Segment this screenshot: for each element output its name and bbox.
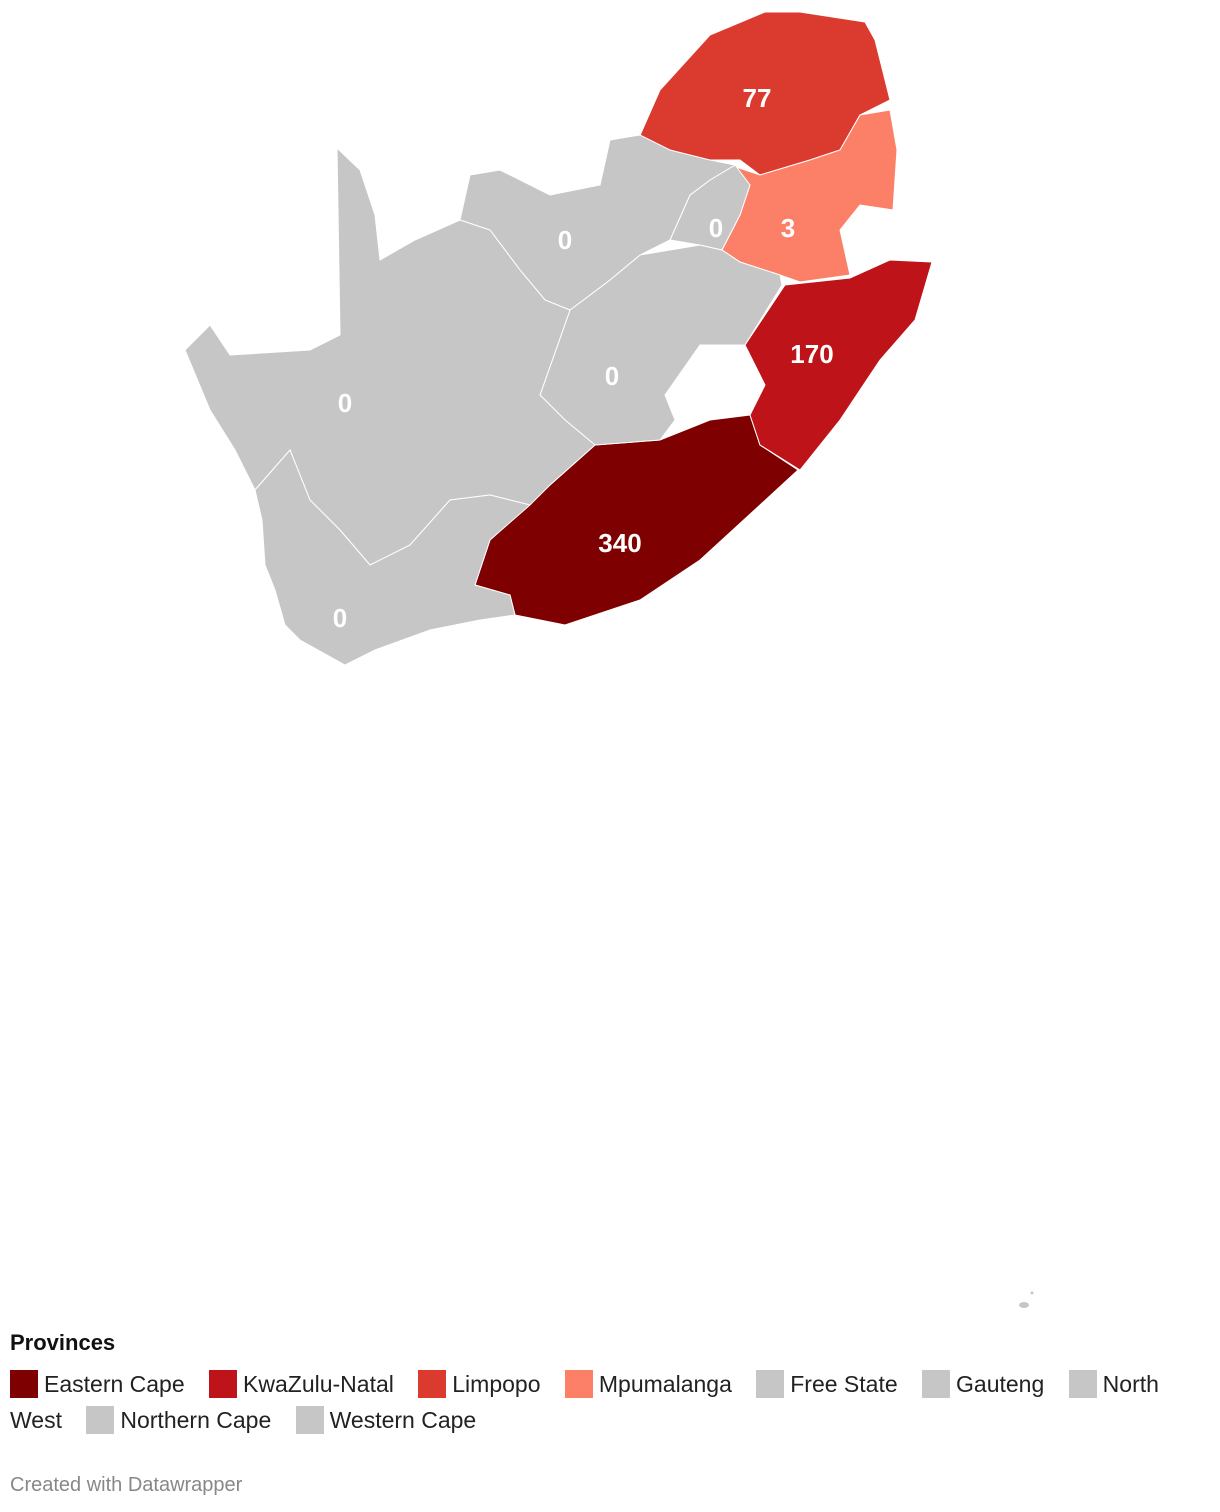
- legend-swatch: [295, 1406, 324, 1434]
- legend-label: Free State: [790, 1371, 898, 1397]
- legend-item: Northern Cape: [86, 1406, 272, 1434]
- region-label: 0: [605, 361, 619, 391]
- region-label: 0: [338, 388, 352, 418]
- region: [744, 259, 933, 471]
- legend-item: Eastern Cape: [10, 1370, 185, 1398]
- legend-swatch: [86, 1406, 115, 1434]
- legend-swatch: [10, 1370, 38, 1398]
- legend-swatch: [922, 1370, 951, 1398]
- legend-swatch: [209, 1370, 238, 1398]
- legend-items: Eastern Cape KwaZulu-Natal Limpopo Mpuma…: [10, 1366, 1200, 1438]
- legend-swatch: [756, 1370, 785, 1398]
- region-label: 0: [558, 225, 572, 255]
- region-label: 3: [781, 213, 795, 243]
- legend-swatch: [564, 1370, 593, 1398]
- region-label: 170: [790, 339, 833, 369]
- region: [637, 11, 891, 176]
- legend-label: Mpumalanga: [598, 1371, 732, 1397]
- region: [254, 449, 532, 666]
- footer: Created with Datawrapper: [10, 1474, 243, 1496]
- island: [1030, 1291, 1034, 1295]
- region-label: 0: [333, 603, 347, 633]
- legend-swatch: [1068, 1370, 1097, 1398]
- legend-label: Limpopo: [452, 1371, 541, 1397]
- legend-label: Northern Cape: [120, 1407, 272, 1433]
- legend-label: Gauteng: [956, 1371, 1045, 1397]
- island: [1019, 1302, 1029, 1308]
- region-label: 0: [709, 213, 723, 243]
- legend-item: Mpumalanga: [564, 1370, 732, 1398]
- legend-label: Eastern Cape: [44, 1371, 185, 1397]
- legend-label: North West: [10, 1371, 1159, 1433]
- legend-item: Free State: [756, 1370, 898, 1398]
- legend-item: Limpopo: [418, 1370, 541, 1398]
- legend-item: Gauteng: [922, 1370, 1045, 1398]
- region-label: 340: [598, 528, 641, 558]
- legend: Provinces Eastern Cape KwaZulu-Natal Lim…: [10, 1330, 1200, 1438]
- legend-label: Western Cape: [329, 1407, 477, 1433]
- region-label: 77: [743, 83, 772, 113]
- legend-title: Provinces: [10, 1330, 116, 1355]
- legend-item: KwaZulu-Natal: [209, 1370, 394, 1398]
- map: 340 170 77 3 0 0 0 0 0: [184, 11, 933, 666]
- legend-item: North West: [10, 1370, 1159, 1433]
- legend-item: Western Cape: [295, 1406, 477, 1434]
- legend-swatch: [418, 1370, 447, 1398]
- legend-label: KwaZulu-Natal: [243, 1371, 394, 1397]
